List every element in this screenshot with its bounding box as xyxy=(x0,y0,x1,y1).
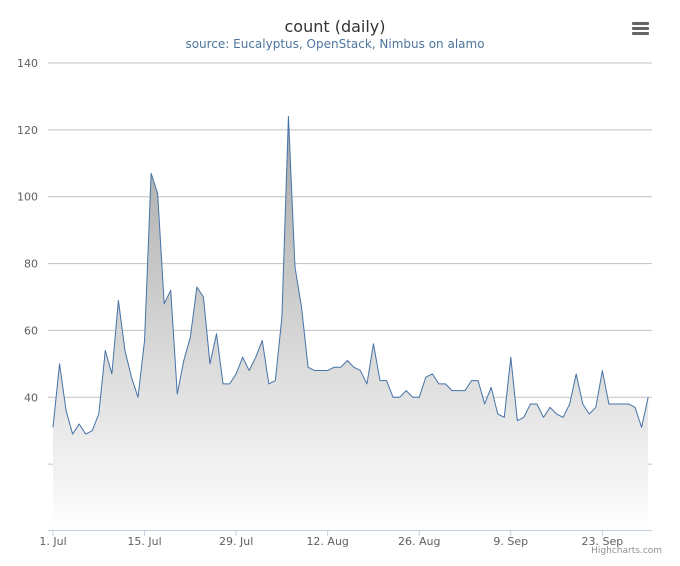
y-tick-label: 100 xyxy=(17,191,38,204)
y-tick-label: 80 xyxy=(24,258,38,271)
x-tick-label: 23. Sep xyxy=(581,535,623,548)
x-tick-label: 29. Jul xyxy=(219,535,253,548)
x-tick-label: 1. Jul xyxy=(39,535,66,548)
chart-title: count (daily) xyxy=(284,17,385,36)
series-area xyxy=(52,115,649,532)
y-tick-label: 120 xyxy=(17,124,38,137)
y-tick-label: 60 xyxy=(24,324,38,337)
context-menu-button[interactable] xyxy=(626,16,654,42)
series-line xyxy=(52,115,649,435)
x-tick-label: 12. Aug xyxy=(306,535,348,548)
chart-subtitle: source: Eucalyptus, OpenStack, Nimbus on… xyxy=(185,37,484,51)
y-tick-label: 40 xyxy=(24,391,38,404)
x-tick-label: 15. Jul xyxy=(127,535,161,548)
x-tick-label: 9. Sep xyxy=(493,535,528,548)
x-tick-label: 26. Aug xyxy=(398,535,440,548)
y-tick-label: 140 xyxy=(17,57,38,70)
series-area-fill xyxy=(53,116,649,532)
credits-link[interactable]: Highcharts.com xyxy=(591,546,662,556)
x-axis: 1. Jul 15. Jul 29. Jul 12. Aug 26. Aug 9. Sep… xyxy=(39,530,652,548)
y-axis: 40 60 80 100 120 140 xyxy=(17,57,38,404)
